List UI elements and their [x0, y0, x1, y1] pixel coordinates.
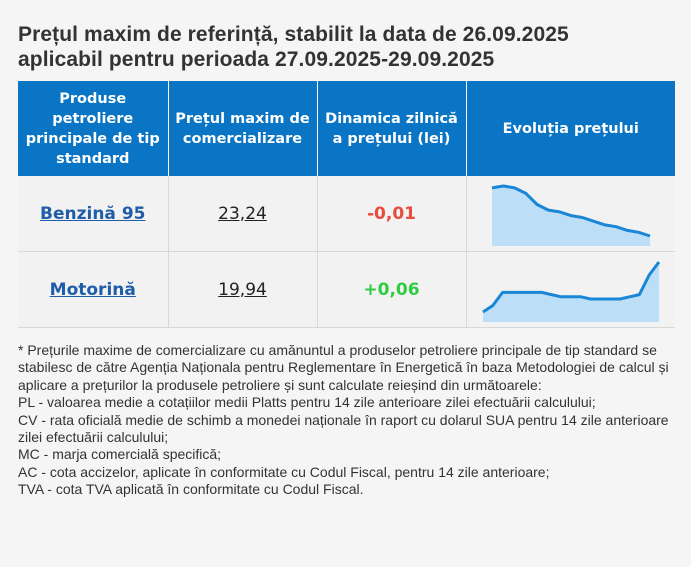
- evolution-cell: [466, 251, 675, 328]
- footnote-ac: AC - cota accizelor, aplicate în conform…: [18, 463, 550, 480]
- table-row-motorina: Motorină 19,94 +0,06: [18, 251, 675, 328]
- price-cell: 23,24: [168, 176, 318, 252]
- product-link-benzina-95[interactable]: Benzină 95: [40, 203, 146, 224]
- max-price-value: 23,24: [218, 203, 267, 224]
- sparkline-line: [491, 184, 651, 237]
- prices-table: Produse petroliere principale de tip sta…: [18, 81, 675, 328]
- column-header-price-evolution: Evoluția prețului: [466, 81, 675, 176]
- footnote-intro: * Prețurile maxime de comercializare cu …: [18, 342, 669, 393]
- sparkline-area: [482, 261, 659, 322]
- column-header-product: Produse petroliere principale de tip sta…: [18, 81, 169, 176]
- column-header-daily-change: Dinamica zilnică a prețului (lei): [317, 81, 467, 176]
- title-line-1: Prețul maxim de referință, stabilit la d…: [18, 23, 569, 46]
- daily-change-value: -0,01: [367, 203, 416, 224]
- price-sparkline-motorina: [481, 260, 660, 322]
- price-cell: 19,94: [168, 251, 318, 328]
- table-header-row: Produse petroliere principale de tip sta…: [18, 81, 675, 176]
- product-cell: Motorină: [18, 251, 169, 328]
- product-cell: Benzină 95: [18, 176, 169, 252]
- footnote-tva: TVA - cota TVA aplicată în conformitate …: [18, 481, 364, 498]
- product-link-motorina[interactable]: Motorină: [49, 279, 136, 300]
- daily-change-value: +0,06: [363, 279, 420, 300]
- page-title: Prețul maxim de referință, stabilit la d…: [18, 22, 676, 72]
- change-cell: +0,06: [317, 251, 467, 328]
- footnote-pl: PL - valoarea medie a cotațiilor medii P…: [18, 394, 596, 411]
- table-row-benzina: Benzină 95 23,24 -0,01: [18, 176, 675, 252]
- price-sparkline-benzina: [491, 184, 651, 246]
- price-widget: Prețul maxim de referință, stabilit la d…: [18, 22, 676, 499]
- title-line-2: aplicabil pentru perioada 27.09.2025-29.…: [18, 48, 495, 71]
- change-cell: -0,01: [317, 176, 467, 252]
- footnote-mc: MC - marja comercială specifică;: [18, 446, 222, 463]
- column-header-max-price: Prețul maxim de comercializare: [168, 81, 318, 176]
- sparkline-line: [481, 260, 660, 313]
- footnote-cv: CV - rata oficială medie de schimb a mon…: [18, 411, 669, 446]
- max-price-value: 19,94: [218, 279, 267, 300]
- evolution-cell: [466, 176, 675, 252]
- footnotes: * Prețurile maxime de comercializare cu …: [18, 342, 676, 499]
